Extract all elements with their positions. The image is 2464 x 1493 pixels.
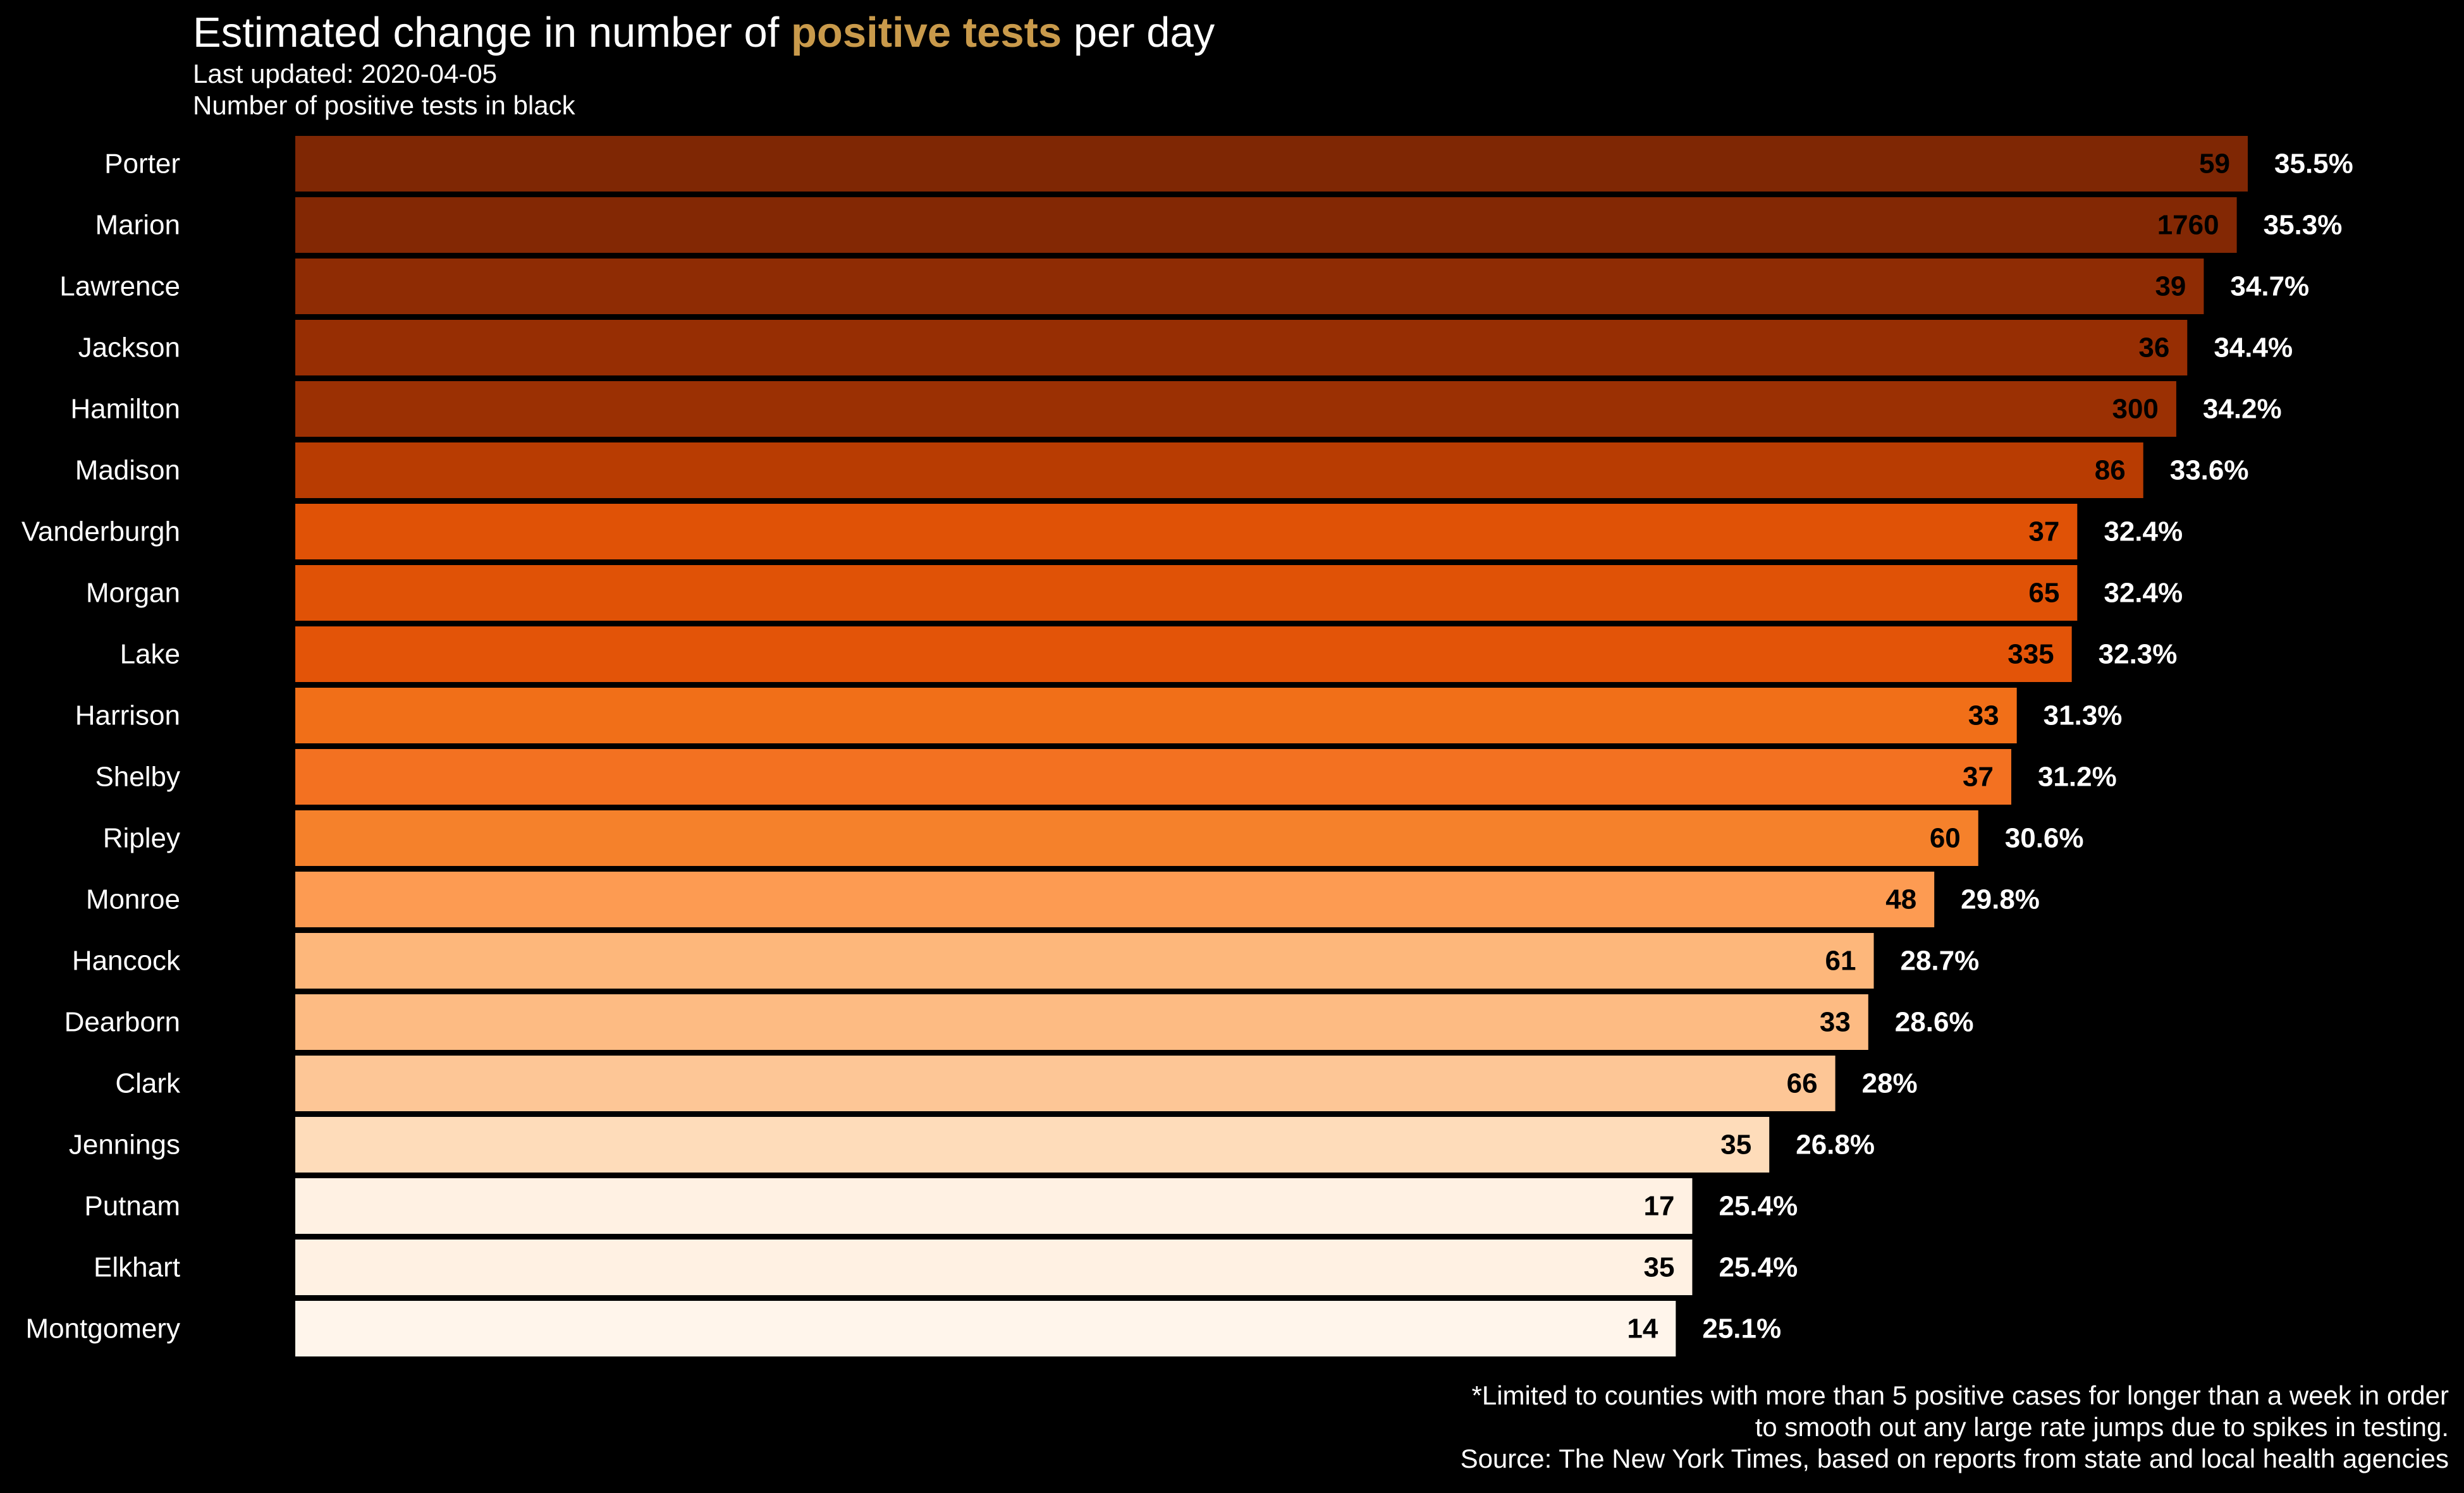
category-label: Clark [115,1068,181,1099]
percent-label: 30.6% [2005,823,2084,854]
category-label: Ripley [103,823,180,854]
positive-tests-label: 36 [2138,332,2169,363]
bar [295,1117,1770,1173]
category-label: Putnam [84,1191,180,1222]
positive-tests-label: 35 [1720,1130,1751,1161]
positive-tests-label: 300 [2112,394,2158,425]
bar [295,442,2143,498]
category-label: Vanderburgh [21,516,180,547]
percent-label: 28.7% [1900,946,1979,977]
percent-label: 34.4% [2214,332,2293,363]
title-suffix: per day [1062,9,1215,56]
bar [295,1301,1676,1356]
percent-label: 32.4% [2104,516,2183,547]
percent-label: 28% [1862,1068,1918,1099]
bar [295,994,1868,1050]
percent-label: 31.3% [2044,700,2123,731]
percent-label: 34.2% [2203,394,2282,425]
bar [295,933,1874,989]
positive-tests-label: 66 [1787,1068,1818,1099]
percent-label: 33.6% [2170,455,2249,486]
footnote-line-1: *Limited to counties with more than 5 po… [1471,1380,2449,1410]
bar [295,688,2017,743]
category-label: Lake [120,639,180,670]
positive-tests-label: 65 [2028,578,2059,609]
footnote-line-2: to smooth out any large rate jumps due t… [1755,1412,2449,1442]
positive-tests-label: 17 [1643,1191,1674,1222]
positive-tests-label: 33 [1968,700,1999,731]
bar [295,810,1978,866]
percent-label: 25.4% [1719,1191,1798,1222]
category-label: Hancock [72,946,181,977]
positive-tests-label: 48 [1885,884,1916,915]
percent-label: 32.4% [2104,578,2183,609]
positive-tests-label: 37 [2028,516,2059,547]
bar [295,504,2078,559]
positive-tests-label: 14 [1627,1313,1658,1344]
bar [295,565,2078,621]
category-label: Monroe [86,884,180,915]
category-label: Elkhart [94,1252,180,1283]
title-prefix: Estimated change in number of [193,9,791,56]
source-note: Source: The New York Times, based on rep… [1460,1444,2449,1473]
percent-label: 26.8% [1796,1130,1875,1161]
category-label: Marion [95,210,181,241]
positive-tests-label: 1760 [2157,210,2219,241]
category-label: Dearborn [64,1007,180,1038]
bar [295,259,2204,314]
bar [295,626,2072,682]
percent-label: 35.5% [2274,149,2353,180]
category-label: Hamilton [70,394,180,425]
percent-label: 34.7% [2230,271,2309,302]
positive-tests-label: 86 [2095,455,2126,486]
category-label: Jennings [69,1130,180,1161]
category-label: Montgomery [25,1313,180,1344]
bar [295,320,2188,375]
bar [295,872,1935,927]
chart-title: Estimated change in number of positive t… [193,8,1215,58]
percent-label: 25.1% [1702,1313,1781,1344]
bar [295,1240,1693,1295]
positive-tests-label: 39 [2155,271,2186,302]
title-highlight: positive tests [790,9,1062,56]
positive-tests-label: 37 [1963,762,1994,793]
positive-tests-label: 60 [1930,823,1961,854]
bar [295,1056,1836,1111]
percent-label: 35.3% [2264,210,2343,241]
percent-label: 32.3% [2099,639,2178,670]
positive-tests-label: 59 [2199,149,2230,180]
chart-header: Estimated change in number of positive t… [193,8,1215,121]
bar [295,749,2011,805]
bar [295,1178,1693,1234]
positive-tests-label: 35 [1643,1252,1674,1283]
percent-label: 28.6% [1895,1007,1974,1038]
positive-tests-label: 61 [1825,946,1856,977]
chart-footer: *Limited to counties with more than 5 po… [1461,1380,2449,1475]
category-label: Lawrence [59,271,180,302]
category-label: Harrison [75,700,180,731]
positive-tests-label: 335 [2007,639,2054,670]
subtitle-note: Number of positive tests in black [193,90,575,120]
percent-label: 31.2% [2038,762,2117,793]
percent-label: 29.8% [1961,884,2040,915]
category-label: Shelby [95,762,180,793]
percent-label: 25.4% [1719,1252,1798,1283]
positive-tests-label: 33 [1820,1007,1851,1038]
category-label: Morgan [86,578,180,609]
bar [295,136,2248,192]
last-updated: Last updated: 2020-04-05 [193,59,498,88]
category-label: Madison [75,455,180,486]
category-label: Porter [104,149,180,180]
bar [295,381,2176,437]
bar [295,197,2237,253]
category-label: Jackson [78,332,180,363]
